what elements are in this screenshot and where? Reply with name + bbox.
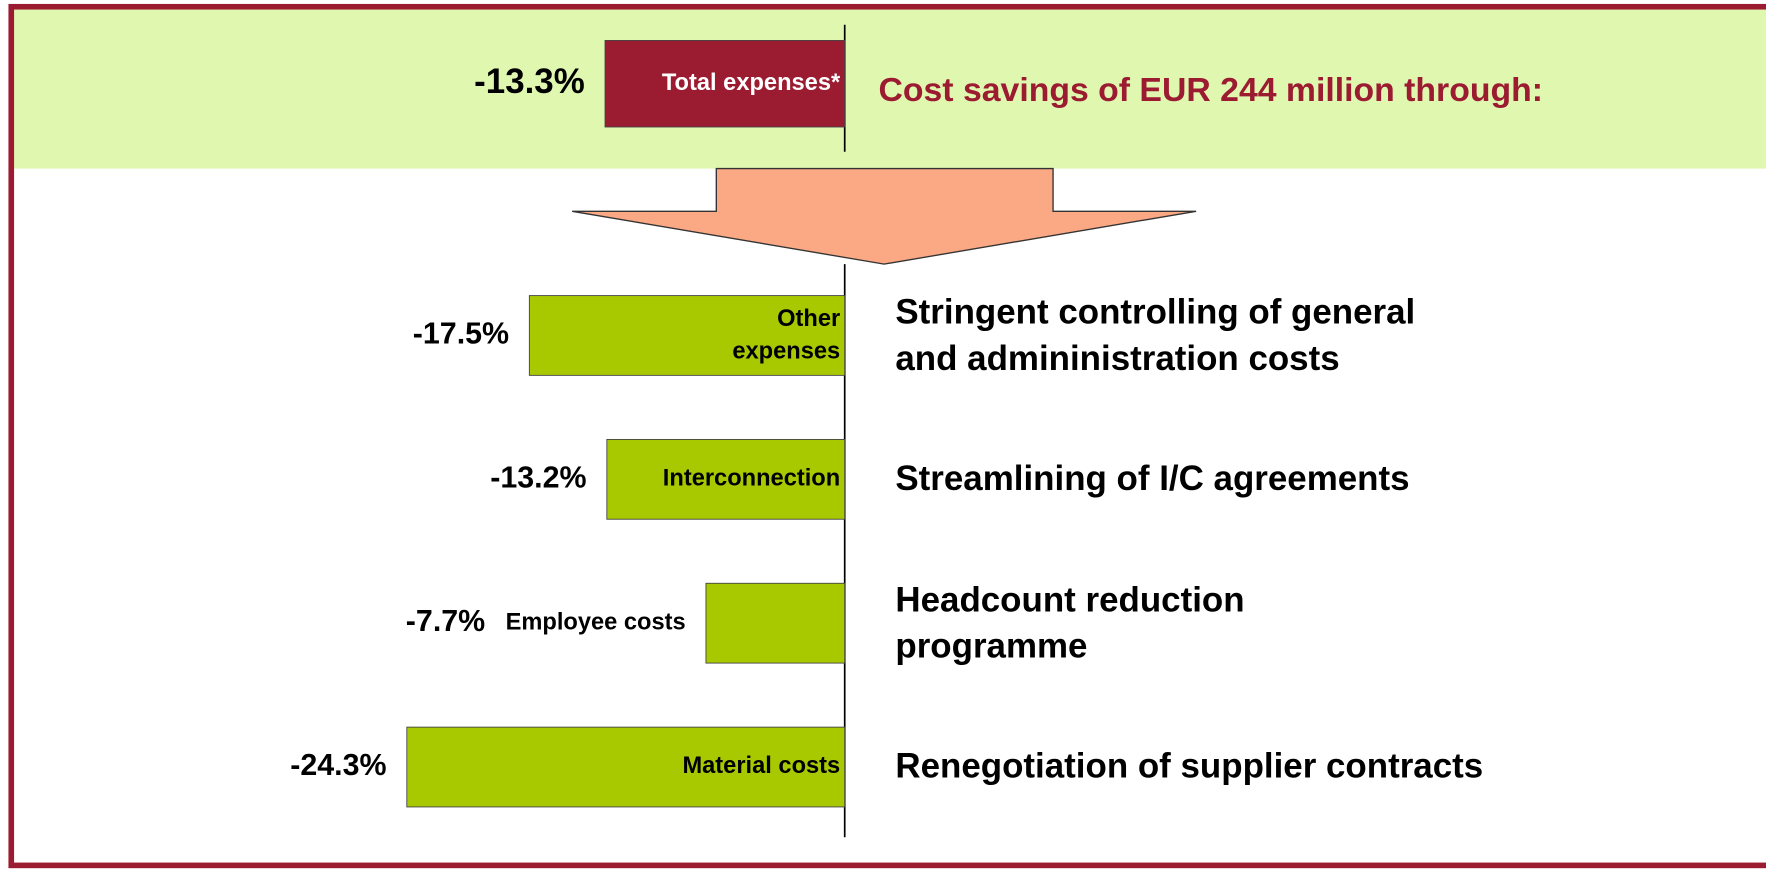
description-box: Headcount reduction programme [895,550,1762,697]
category-label-area: Other expenses [0,296,840,376]
description-area: Streamlining of I/C agreements [895,406,1762,553]
category-label-area: Interconnection [0,439,840,519]
value-label: -13.2% [490,461,586,494]
description-box: Renegotiation of supplier contracts [895,693,1762,840]
description: Stringent controlling of general and adm… [895,292,1416,378]
description: Headcount reduction programme [895,580,1245,665]
description-area: Headcount reduction programme [895,550,1762,697]
category-label: Material costs [682,753,841,780]
category-label: Total expenses* [661,70,841,96]
category-label-box: Total expenses* [0,40,840,127]
description: Renegotiation of supplier contracts [895,746,1484,786]
description-box: Stringent controlling of general and adm… [895,262,1762,409]
description: Streamlining of I/C agreements [895,458,1410,499]
value-label: -13.3% [474,62,585,101]
description-area: Stringent controlling of general and adm… [895,262,1762,409]
category-label-box: Material costs [0,727,840,807]
category-label-box: Employee costs [0,583,686,663]
arrow [572,167,1197,265]
chart-title: Cost savings of EUR 244 million through: [878,71,1543,109]
bar [604,40,846,128]
category-label-area: Material costs [0,727,840,807]
description-area: Renegotiation of supplier contracts [895,693,1762,840]
value-label: -7.7% [406,605,485,638]
bar [406,726,846,808]
category-label-area: Employee costs [0,583,686,663]
category-label: Other expenses [732,305,841,364]
category-label-box: Other expenses [0,296,840,376]
bar [528,295,846,376]
value-label: -24.3% [290,749,386,782]
top-band [11,8,1766,169]
description-box: Streamlining of I/C agreements [895,406,1762,553]
bar [705,582,846,664]
category-label: Employee costs [505,609,686,636]
value-label: -17.5% [413,318,509,351]
category-label-box: Interconnection [0,439,840,519]
bar [606,438,846,520]
category-label-area: Total expenses* [0,40,840,127]
frame [8,3,1766,869]
category-label: Interconnection [662,465,841,492]
